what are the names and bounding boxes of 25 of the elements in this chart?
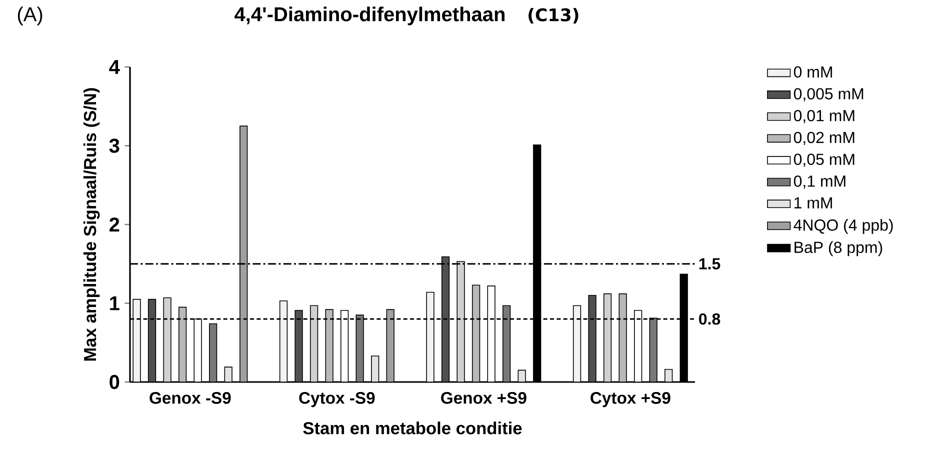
x-tick-label: Cytox -S9 <box>299 392 375 408</box>
y-tick-label: 4 <box>109 60 120 74</box>
text: (A) <box>18 6 42 26</box>
ref-line-label: 1.5 <box>699 258 720 270</box>
legend-label: BaP (8 ppm) <box>794 241 882 256</box>
legend-label: 4NQO (4 ppb) <box>794 219 893 234</box>
y-tick-label: 0 <box>110 374 120 390</box>
y-tick-label: 3 <box>109 138 120 153</box>
x-tick-label: Genox -S9 <box>150 392 231 404</box>
chart-subtitle: (C13) <box>528 8 578 24</box>
chart-title: 4,4'-Diamino-difenylmethaan <box>234 6 504 26</box>
legend-label: 0,02 mM <box>794 132 854 146</box>
legend-label: 1 mM <box>794 197 832 208</box>
legend-label: 0,05 mM <box>794 154 854 167</box>
legend-label: 0,005 mM <box>794 88 864 102</box>
y-tick-label: 2 <box>110 218 120 232</box>
legend-label: 0 mM <box>794 66 832 78</box>
y-tick-label: 1 <box>110 296 120 310</box>
legend-label: 0,1 mM <box>794 176 846 189</box>
x-tick-label: Cytox +S9 <box>590 392 670 408</box>
x-tick-label: Genox +S9 <box>441 392 526 404</box>
ref-line-label: 0.8 <box>699 313 720 325</box>
x-axis-title: Stam en metabole conditie <box>303 422 522 434</box>
legend-label: 0,01 mM <box>794 110 854 124</box>
y-axis-title: Max amplitude Signaal/Ruis (S/N) <box>83 88 100 361</box>
